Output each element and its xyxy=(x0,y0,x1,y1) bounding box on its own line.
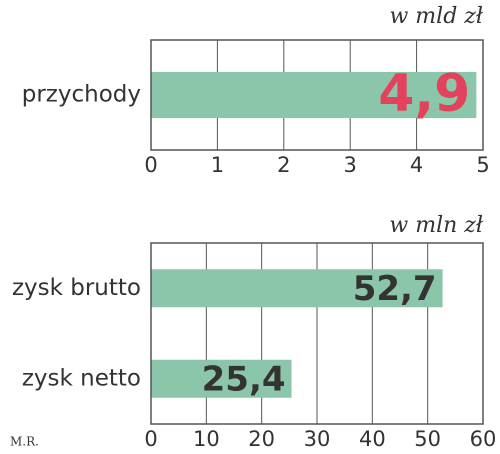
plot-frame xyxy=(150,39,484,151)
bar xyxy=(151,269,443,308)
x-tick-label: 50 xyxy=(414,427,441,451)
x-tick-label: 30 xyxy=(304,427,331,451)
x-tick-label: 2 xyxy=(277,153,290,177)
x-tick-label: 0 xyxy=(144,427,157,451)
x-tick-label: 60 xyxy=(470,427,497,451)
credit: M.R. xyxy=(10,435,39,449)
x-tick-label: 4 xyxy=(410,153,423,177)
bar xyxy=(151,71,477,119)
category-label: zysk netto xyxy=(22,365,141,391)
x-tick-label: 10 xyxy=(193,427,220,451)
x-tick-label: 40 xyxy=(359,427,386,451)
category-label: zysk brutto xyxy=(12,275,141,301)
unit-label: w mln zł xyxy=(389,213,483,238)
x-tick-label: 3 xyxy=(344,153,357,177)
bar xyxy=(151,359,292,398)
plot-frame xyxy=(150,242,484,425)
value-label: 25,4 xyxy=(202,359,286,399)
value-label: 4,9 xyxy=(378,64,470,124)
x-tick-label: 1 xyxy=(211,153,224,177)
x-tick-label: 5 xyxy=(476,153,489,177)
category-label: przychody xyxy=(22,82,141,108)
value-label: 52,7 xyxy=(353,269,437,309)
unit-label: w mld zł xyxy=(389,4,483,29)
x-tick-label: 0 xyxy=(144,153,157,177)
x-tick-label: 20 xyxy=(248,427,275,451)
